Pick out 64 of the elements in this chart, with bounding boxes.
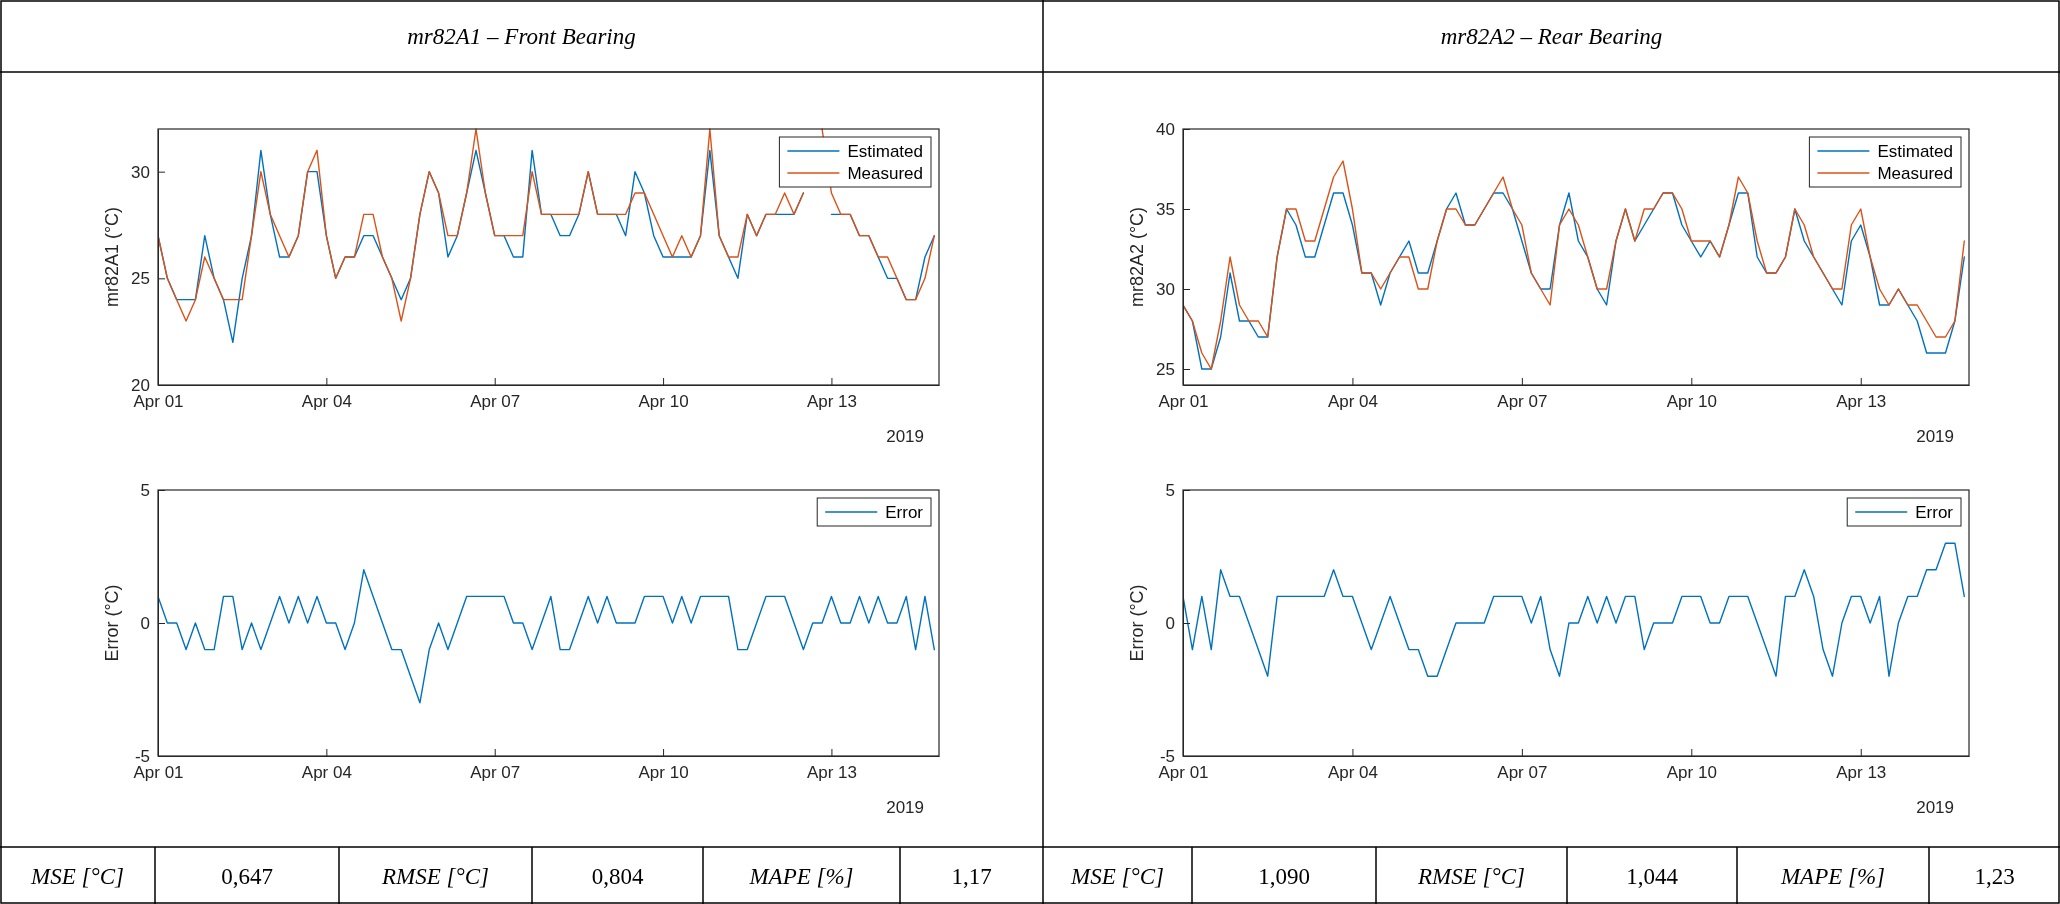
- legend-label: Error: [1915, 503, 1954, 522]
- y-tick-label: 0: [1165, 613, 1175, 633]
- line-series: [1183, 160, 1965, 370]
- x-tick-label: Apr 13: [806, 763, 857, 783]
- x-tick-label: Apr 01: [133, 392, 184, 412]
- y-tick-label: 25: [131, 269, 150, 289]
- text: 1,17: [951, 864, 992, 889]
- legend-label: Estimated: [847, 142, 923, 161]
- y-axis-title: Error (°C): [1127, 584, 1147, 662]
- x-tick-label: Apr 04: [1327, 392, 1378, 412]
- x-tick-label: Apr 01: [1158, 392, 1209, 412]
- x-tick-label: Apr 10: [1666, 763, 1717, 783]
- x-tick-label: Apr 07: [470, 763, 521, 783]
- y-axis-title: mr82A2 (°C): [1127, 206, 1147, 308]
- y-tick-label: 20: [131, 375, 150, 395]
- text: 1,044: [1626, 864, 1679, 889]
- x-tick-label: Apr 07: [1497, 763, 1548, 783]
- x-tick-label: Apr 10: [638, 763, 689, 783]
- x-tick-label: Apr 01: [1158, 763, 1209, 783]
- y-axis-title: mr82A1 (°C): [102, 206, 122, 308]
- y-tick-label: 40: [1156, 119, 1175, 139]
- legend-label: Measured: [1877, 164, 1953, 183]
- text: MAPE [%]: [1779, 864, 1886, 889]
- y-tick-label: 5: [1165, 480, 1175, 500]
- text: 2019: [886, 798, 924, 817]
- x-tick-label: Apr 07: [470, 392, 521, 412]
- y-tick-label: 30: [131, 162, 150, 182]
- text: RMSE [°C]: [381, 864, 489, 889]
- y-tick-label: 5: [140, 480, 150, 500]
- x-tick-label: Apr 04: [1327, 763, 1378, 783]
- line-series: [1183, 542, 1965, 677]
- legend-label: Estimated: [1877, 142, 1953, 161]
- text: RMSE [°C]: [1417, 864, 1525, 889]
- text: MSE [°C]: [1070, 864, 1164, 889]
- x-tick-label: Apr 13: [1836, 392, 1887, 412]
- y-axis-title: Error (°C): [102, 584, 122, 662]
- text: MAPE [%]: [748, 864, 854, 889]
- text: 1,23: [1974, 864, 2015, 889]
- legend-label: Measured: [847, 164, 923, 183]
- text: MSE [°C]: [30, 864, 124, 889]
- text: 2019: [1916, 427, 1954, 446]
- x-tick-label: Apr 01: [133, 763, 184, 783]
- y-tick-label: 30: [1156, 279, 1175, 299]
- legend-label: Error: [885, 503, 924, 522]
- text: 2019: [886, 427, 924, 446]
- x-tick-label: Apr 07: [1497, 392, 1548, 412]
- chart-title: mr82A1 – Front Bearing: [407, 24, 636, 49]
- y-tick-label: 35: [1156, 199, 1175, 219]
- line-series: [158, 569, 936, 704]
- chart-title: mr82A2 – Rear Bearing: [1440, 24, 1663, 49]
- x-tick-label: Apr 04: [301, 392, 352, 412]
- y-tick-label: 0: [140, 613, 150, 633]
- text: 1,090: [1258, 864, 1310, 889]
- text: 0,647: [221, 864, 273, 889]
- x-tick-label: Apr 10: [1666, 392, 1717, 412]
- y-tick-label: 25: [1156, 359, 1175, 379]
- text: 0,804: [591, 864, 644, 889]
- y-tick-label: -5: [134, 746, 150, 766]
- y-tick-label: -5: [1159, 746, 1175, 766]
- x-tick-label: Apr 13: [1836, 763, 1887, 783]
- x-tick-label: Apr 10: [638, 392, 689, 412]
- x-tick-label: Apr 04: [301, 763, 352, 783]
- text: 2019: [1916, 798, 1954, 817]
- x-tick-label: Apr 13: [806, 392, 857, 412]
